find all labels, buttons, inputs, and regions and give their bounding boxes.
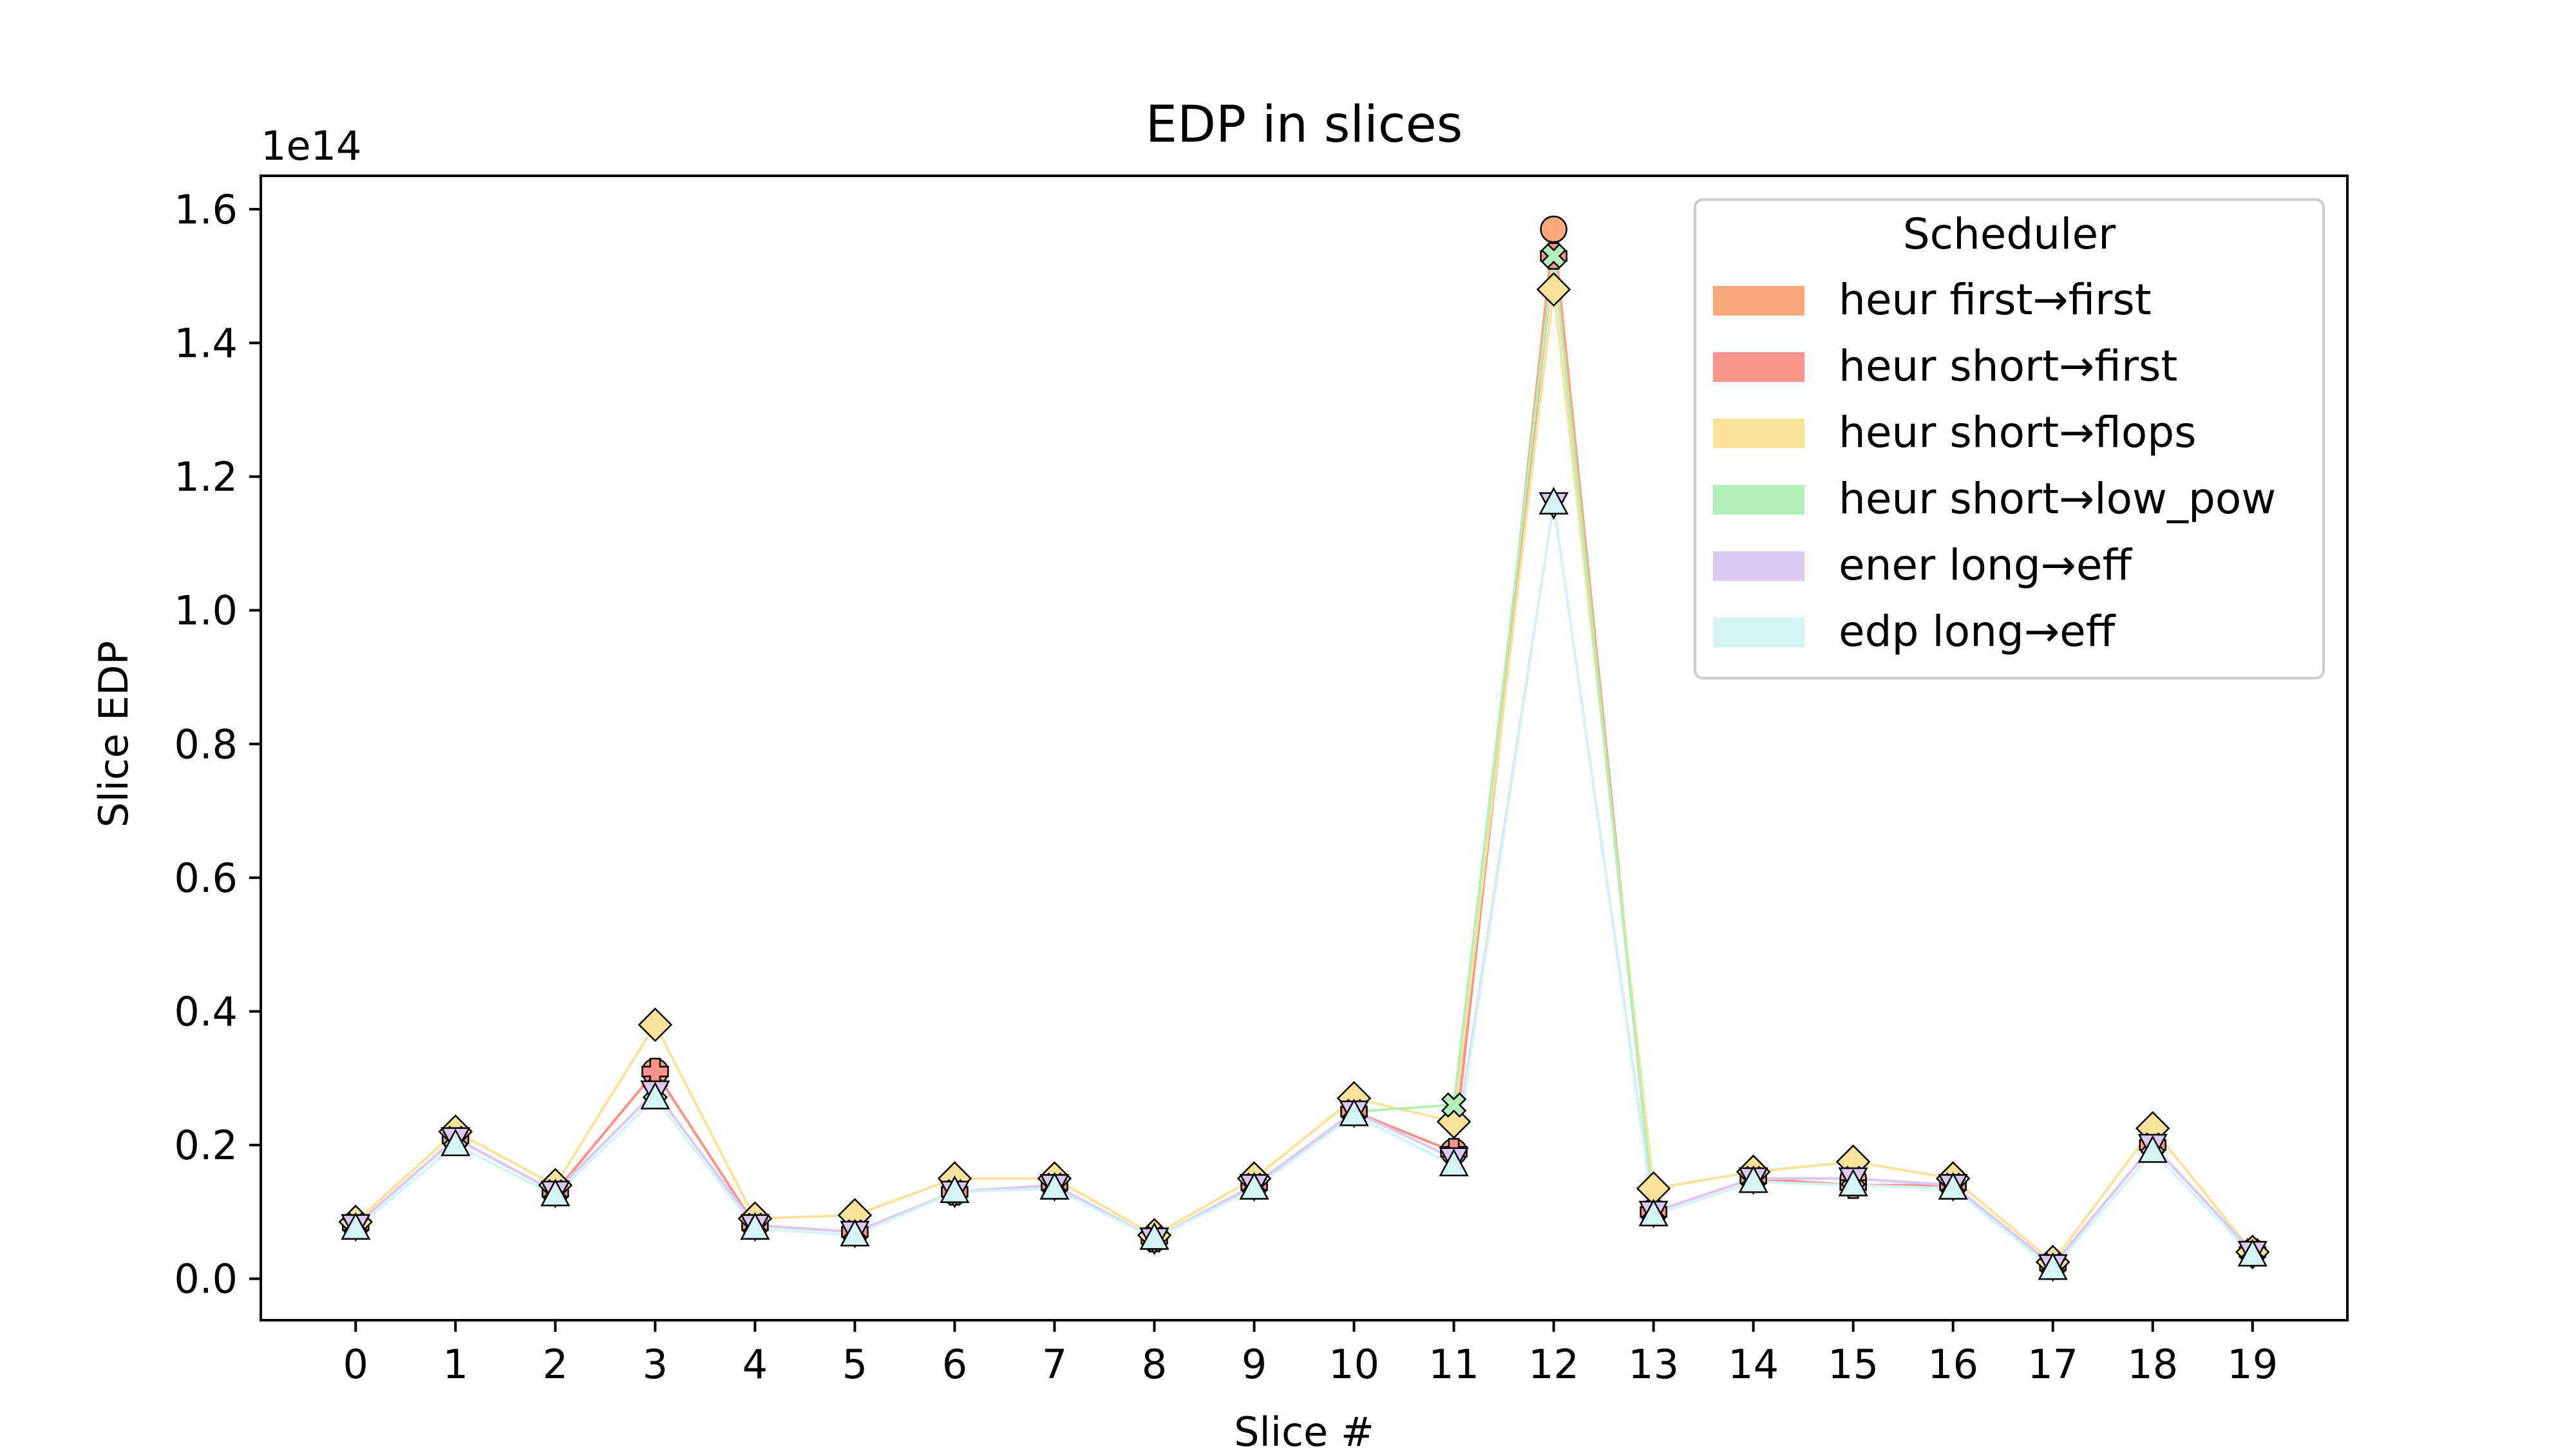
x-tick-label-10: 10 [1329, 1341, 1379, 1388]
y-tick-label-8: 1.6 [174, 186, 238, 233]
x-axis: 0 1 2 3 4 5 6 7 8 9 10 11 12 13 14 15 16 17 18 19 [343, 1320, 2278, 1388]
y-tick-label-6: 1.2 [174, 453, 238, 500]
data-point-s5-1 [440, 1128, 471, 1157]
x-tick-label-18: 18 [2127, 1341, 2178, 1388]
legend-swatch-4 [1713, 551, 1804, 581]
data-point-s5-17 [2038, 1252, 2068, 1280]
x-tick-label-2: 2 [543, 1341, 568, 1388]
x-axis-label: Slice # [1234, 1408, 1374, 1449]
y-tick-label-3: 0.6 [174, 855, 238, 902]
x-tick-label-5: 5 [842, 1341, 867, 1388]
x-tick-label-3: 3 [643, 1341, 668, 1388]
x-tick-label-16: 16 [1927, 1341, 1978, 1388]
data-point-s5-4 [740, 1212, 770, 1240]
legend-swatch-0 [1713, 286, 1804, 316]
legend-label-1: heur short→first [1839, 341, 2177, 391]
legend-label-2: heur short→flops [1839, 408, 2197, 457]
series-line-4 [354, 503, 2254, 1267]
chart-title: EDP in slices [1146, 96, 1463, 154]
data-point-s3-11 [1441, 1092, 1467, 1118]
x-tick-label-6: 6 [942, 1341, 967, 1388]
y-tick-label-5: 1.0 [174, 587, 238, 634]
data-point-s2-12 [1536, 272, 1571, 307]
y-axis: 0.0 0.2 0.4 0.6 0.8 1.0 1.2 1.4 1.6 [174, 186, 261, 1303]
data-point-s5-15 [1838, 1168, 1868, 1197]
y-axis-label: Slice EDP [90, 641, 137, 828]
x-tick-label-4: 4 [743, 1341, 768, 1388]
x-tick-label-7: 7 [1042, 1341, 1067, 1388]
plot-frame [260, 175, 2349, 1321]
x-tick-label-8: 8 [1142, 1341, 1167, 1388]
x-tick-label-17: 17 [2027, 1341, 2078, 1388]
data-point-s5-16 [1938, 1171, 1968, 1200]
y-offset-label: 1e14 [261, 122, 361, 169]
data-point-s5-3 [640, 1081, 670, 1110]
legend-swatch-5 [1713, 618, 1804, 647]
data-point-s5-2 [540, 1179, 571, 1207]
x-tick-label-12: 12 [1528, 1341, 1579, 1388]
legend-swatch-3 [1713, 485, 1804, 515]
legend-frame [1694, 198, 2325, 679]
legend-label-5: edp long→eff [1839, 607, 2116, 656]
x-tick-label-19: 19 [2227, 1341, 2278, 1388]
legend-label-3: heur short→low_pow [1839, 474, 2276, 524]
y-tick-label-2: 0.4 [174, 988, 238, 1035]
data-point-s5-18 [2137, 1135, 2168, 1163]
legend-swatch-2 [1713, 419, 1804, 448]
data-point-s5-11 [1439, 1148, 1469, 1177]
data-point-s0-12 [1540, 215, 1567, 243]
x-tick-label-1: 1 [443, 1341, 468, 1388]
y-tick-label-4: 0.8 [174, 721, 238, 768]
data-point-s5-10 [1339, 1098, 1369, 1126]
x-tick-label-15: 15 [1828, 1341, 1879, 1388]
y-tick-label-7: 1.4 [174, 319, 238, 366]
x-tick-label-0: 0 [343, 1341, 368, 1388]
data-point-s5-6 [940, 1175, 970, 1203]
data-point-s5-5 [840, 1218, 870, 1247]
x-tick-label-13: 13 [1628, 1341, 1679, 1388]
data-point-s5-8 [1139, 1222, 1170, 1250]
data-point-s5-13 [1638, 1198, 1669, 1227]
legend-swatch-1 [1713, 352, 1804, 382]
y-tick-label-0: 0.0 [174, 1256, 238, 1303]
data-point-s5-19 [2237, 1238, 2268, 1267]
data-point-s5-12 [1539, 486, 1569, 515]
data-point-s5-7 [1039, 1171, 1070, 1200]
x-tick-label-9: 9 [1242, 1341, 1267, 1388]
data-point-s5-9 [1239, 1171, 1269, 1200]
data-point-s2-3 [638, 1007, 673, 1042]
legend-label-0: heur first→first [1839, 275, 2152, 325]
x-tick-label-14: 14 [1728, 1341, 1779, 1388]
series-line-5 [354, 503, 2254, 1271]
legend-title: Scheduler [1903, 209, 2116, 259]
legend: Scheduler heur first→first heur short→fir… [1694, 198, 2325, 679]
data-point-s3-12 [1540, 243, 1567, 269]
y-tick-label-1: 0.2 [174, 1122, 238, 1169]
series-line-2 [354, 289, 2254, 1264]
legend-label-4: ener long→eff [1839, 540, 2133, 590]
data-point-s5-14 [1738, 1165, 1768, 1193]
plot-area [338, 215, 2270, 1282]
data-point-s5-0 [341, 1212, 371, 1240]
x-tick-label-11: 11 [1428, 1341, 1479, 1388]
